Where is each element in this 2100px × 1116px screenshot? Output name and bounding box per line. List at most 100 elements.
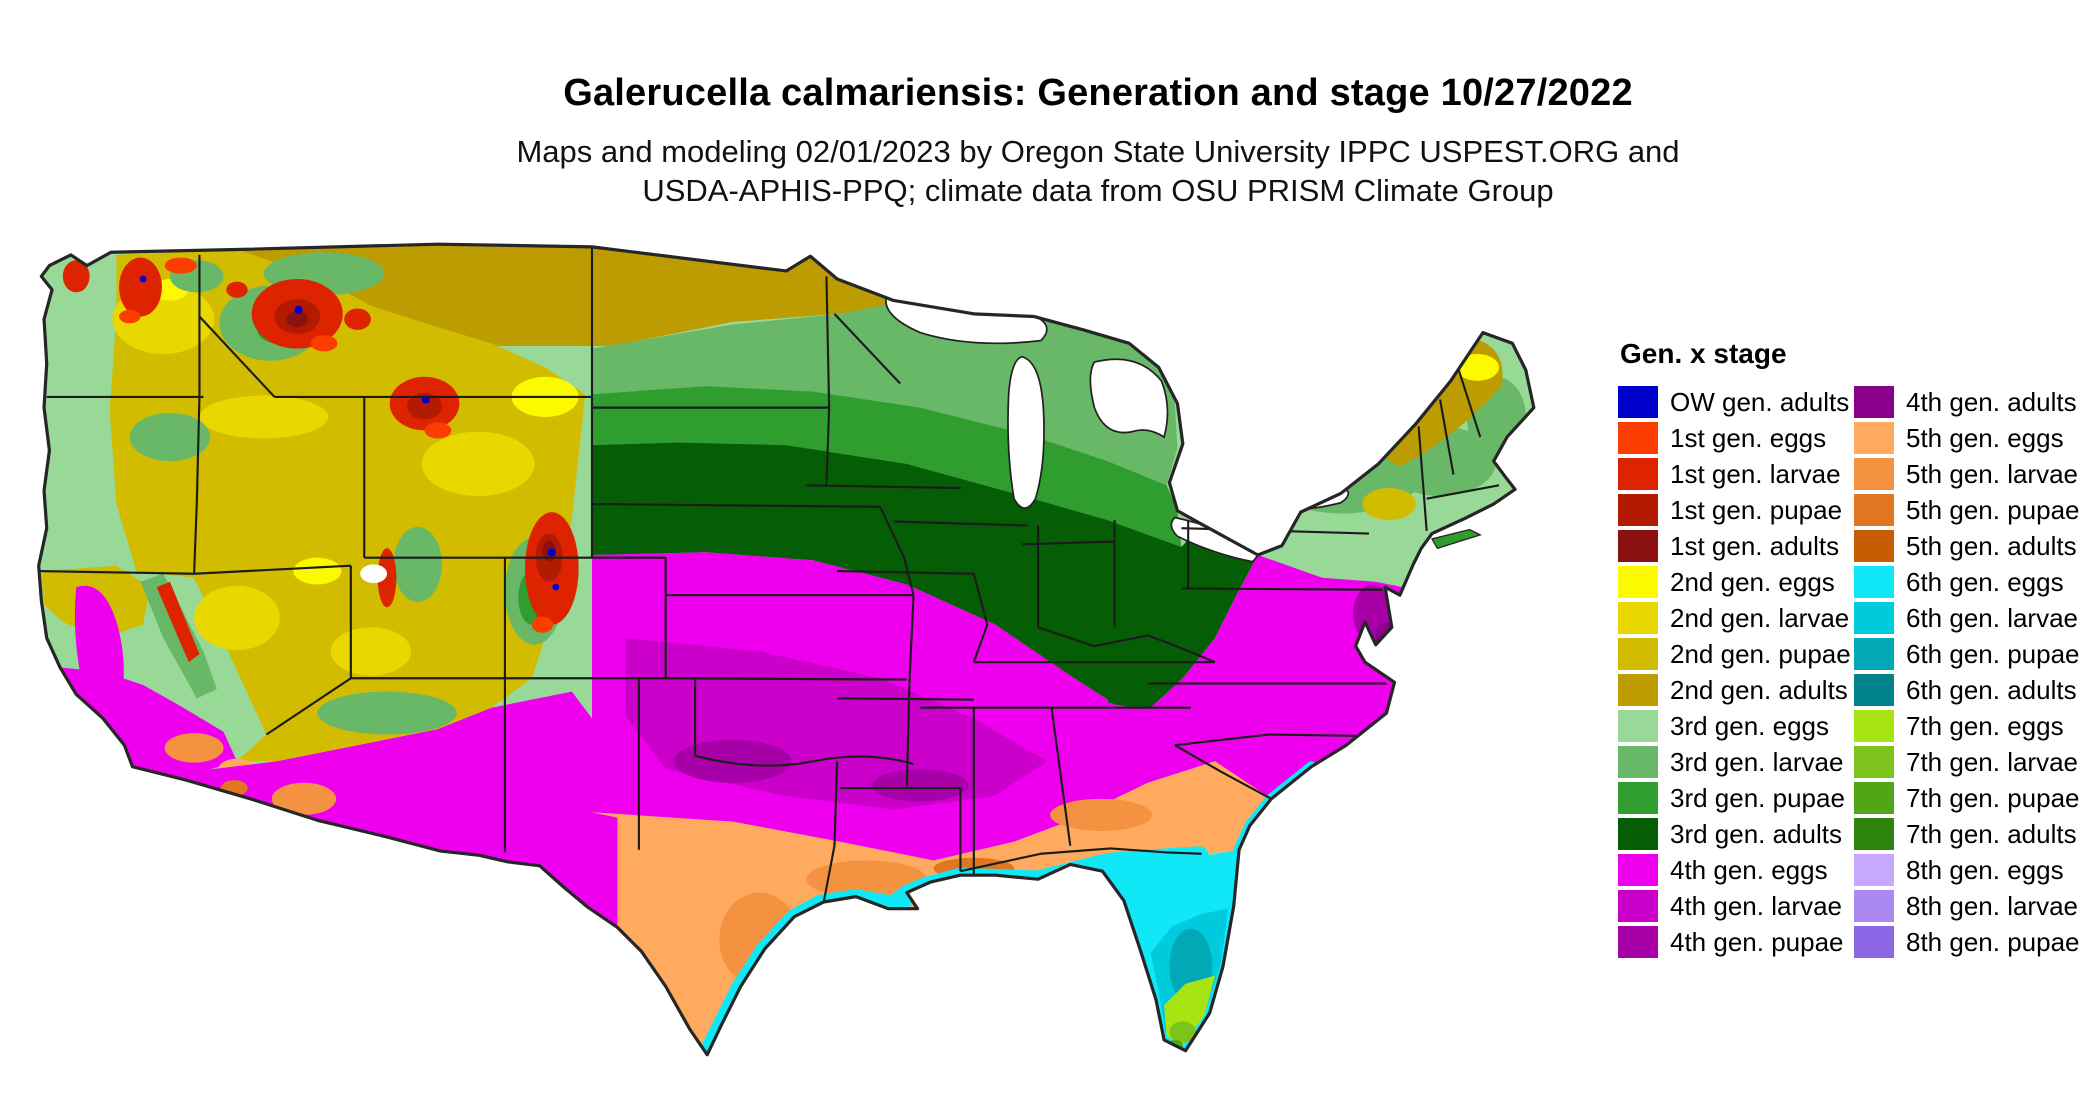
legend-swatch <box>1854 854 1894 886</box>
legend-swatch <box>1618 530 1658 562</box>
legend-label: 2nd gen. larvae <box>1670 602 1850 633</box>
legend-label: 8th gen. pupae <box>1906 926 2080 957</box>
lake-michigan <box>1007 355 1045 509</box>
map-shape <box>164 257 197 274</box>
map-shape <box>344 308 371 330</box>
legend-label: 7th gen. adults <box>1906 818 2077 849</box>
legend-entry: OW gen. adults <box>1618 386 1849 418</box>
legend-entry: 3rd gen. larvae <box>1618 746 1843 778</box>
legend-label: 1st gen. adults <box>1670 530 1840 561</box>
map-shape <box>62 260 90 293</box>
map-shape <box>407 392 442 420</box>
page-subtitle: Maps and modeling 02/01/2023 by Oregon S… <box>96 132 2100 210</box>
map-shape <box>271 782 337 815</box>
map-shape <box>393 526 442 602</box>
legend-label: 3rd gen. adults <box>1670 818 1843 849</box>
map-shape <box>719 892 800 987</box>
map-shape <box>330 627 412 676</box>
legend-swatch <box>1618 422 1658 454</box>
legend-label: 8th gen. eggs <box>1906 854 2064 885</box>
legend-swatch <box>1854 458 1894 490</box>
map-shape <box>194 585 280 651</box>
legend-swatch <box>1854 746 1894 778</box>
legend-swatch <box>1618 854 1658 886</box>
legend-column: 4th gen. adults 5th gen. eggs 5th gen. lar… <box>1854 386 2080 958</box>
legend-label: 2nd gen. pupae <box>1670 638 1851 669</box>
map-shape <box>156 581 200 663</box>
map-shape <box>421 431 535 497</box>
map-shape <box>377 548 397 608</box>
legend-label: 1st gen. eggs <box>1670 422 1827 453</box>
legend-swatch <box>1618 674 1658 706</box>
map-shape <box>129 412 211 462</box>
map-shape <box>1456 354 1499 381</box>
legend-swatch <box>1618 458 1658 490</box>
legend-swatch <box>1618 386 1658 418</box>
legend: Gen. x stage OW gen. adults 1st gen. eggs… <box>1618 338 2080 958</box>
legend-label: 2nd gen. eggs <box>1670 566 1835 597</box>
legend-swatch <box>1618 890 1658 922</box>
map-shape <box>762 952 811 1020</box>
legend-swatch <box>1854 386 1894 418</box>
legend-entry: 6th gen. pupae <box>1854 638 2080 670</box>
legend-entry: 7th gen. eggs <box>1854 710 2076 742</box>
map-shape <box>591 386 1182 547</box>
legend-entry: 2nd gen. larvae <box>1618 602 1849 634</box>
map-shape <box>310 335 338 352</box>
legend-entry: 4th gen. pupae <box>1618 926 1844 958</box>
legend-entry: 2nd gen. pupae <box>1618 638 1851 670</box>
map-florida <box>1102 849 1240 1051</box>
legend-swatch <box>1854 782 1894 814</box>
legend-label: 7th gen. eggs <box>1906 710 2064 741</box>
map-shape <box>591 442 1258 708</box>
legend-label: 5th gen. larvae <box>1906 458 2079 489</box>
legend-swatch <box>1618 566 1658 598</box>
legend-entry: 8th gen. pupae <box>1854 926 2080 958</box>
us-map-container <box>36 236 1570 1087</box>
page-title: Galerucella calmariensis: Generation and… <box>563 72 1633 114</box>
legend-entry: 3rd gen. adults <box>1618 818 1843 850</box>
legend-label: 5th gen. eggs <box>1906 422 2064 453</box>
legend-swatch <box>1618 710 1658 742</box>
legend-entry: 6th gen. eggs <box>1854 566 2076 598</box>
map-shape <box>591 761 1272 1055</box>
legend-entry: 8th gen. larvae <box>1854 890 2078 922</box>
legend-entry: 4th gen. eggs <box>1618 854 1840 886</box>
legend-label: 2nd gen. adults <box>1670 674 1848 705</box>
legend-entry: 6th gen. adults <box>1854 674 2077 706</box>
map-shape <box>591 297 1178 486</box>
legend-entry: 1st gen. pupae <box>1618 494 1842 526</box>
map-shape <box>164 733 224 763</box>
lake-huron <box>1089 358 1169 439</box>
legend-label: 4th gen. eggs <box>1670 854 1828 885</box>
map-shape <box>1375 621 1398 655</box>
legend-swatch <box>1854 602 1894 634</box>
legend-entry: 6th gen. larvae <box>1854 602 2078 634</box>
legend-swatch <box>1854 530 1894 562</box>
legend-swatch <box>1854 566 1894 598</box>
map-shape <box>293 557 342 585</box>
legend-entry: 5th gen. larvae <box>1854 458 2079 490</box>
legend-entry: 2nd gen. eggs <box>1618 566 1840 598</box>
legend-swatch <box>1854 890 1894 922</box>
legend-swatch <box>1854 818 1894 850</box>
legend-columns: OW gen. adults 1st gen. eggs 1st gen. larv… <box>1618 386 2080 958</box>
map-shape <box>1050 798 1153 831</box>
legend-label: 6th gen. eggs <box>1906 566 2064 597</box>
legend-swatch <box>1618 494 1658 526</box>
map-shape <box>139 275 147 283</box>
legend-swatch <box>1854 638 1894 670</box>
legend-swatch <box>1618 638 1658 670</box>
legend-entry: 5th gen. adults <box>1854 530 2077 562</box>
map-shape <box>199 395 329 439</box>
map-shape <box>294 305 303 314</box>
legend-entry: 5th gen. eggs <box>1854 422 2076 454</box>
us-map <box>37 242 1536 1057</box>
legend-entry: 3rd gen. eggs <box>1618 710 1840 742</box>
map-orange-band <box>591 761 1272 1055</box>
subtitle-line-2: USDA-APHIS-PPQ; climate data from OSU PR… <box>642 173 1554 208</box>
map-shape <box>119 309 141 324</box>
legend-swatch <box>1618 926 1658 958</box>
legend-swatch <box>1618 746 1658 778</box>
legend-entry: 1st gen. adults <box>1618 530 1840 562</box>
